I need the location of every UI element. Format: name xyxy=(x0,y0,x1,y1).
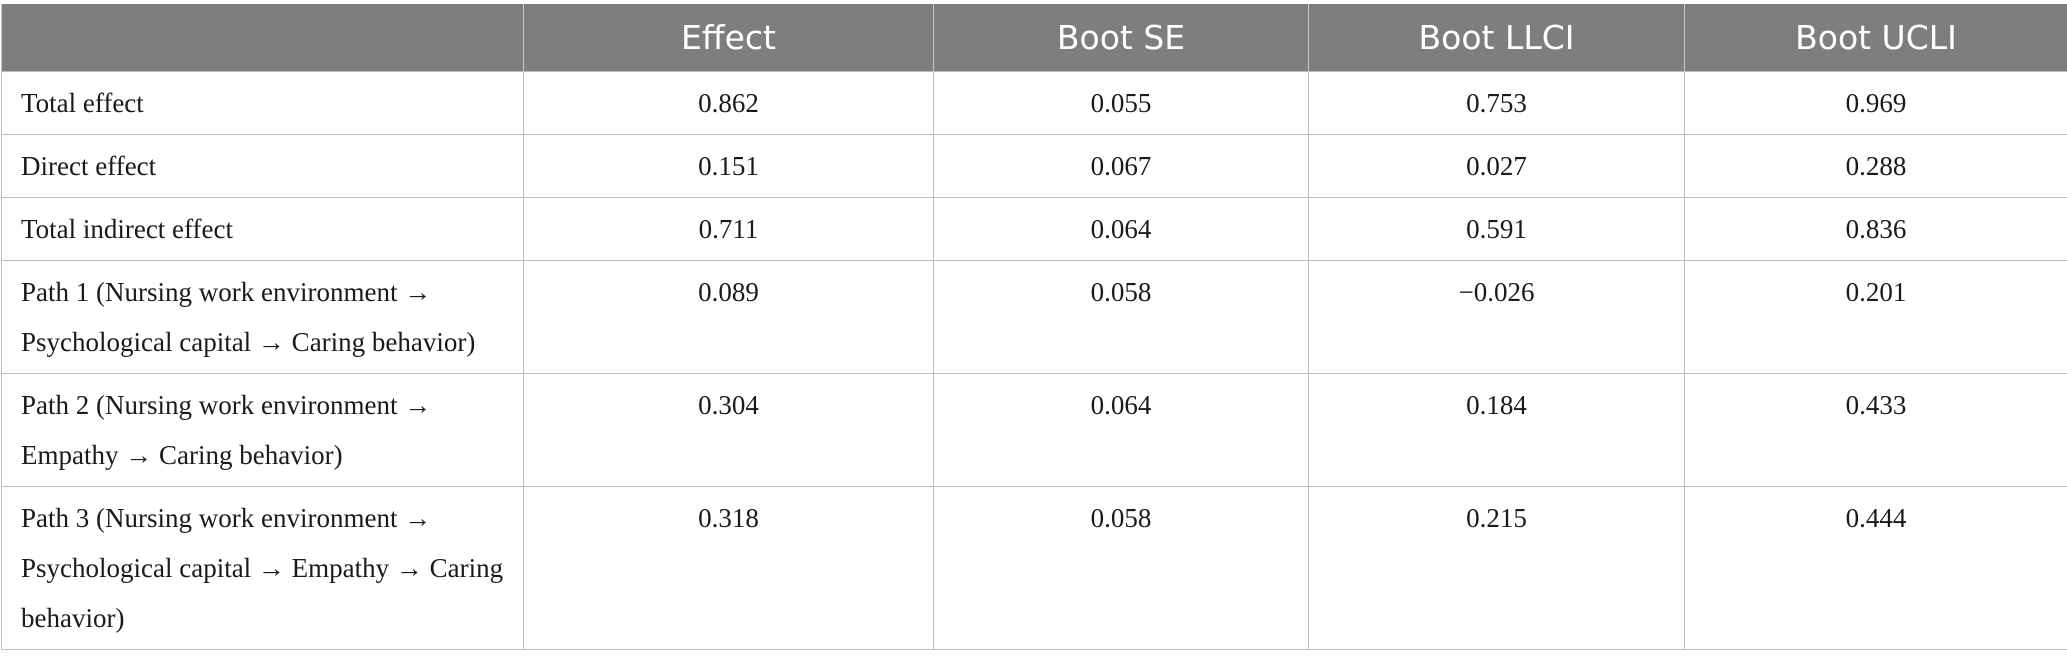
cell-boot-llci: 0.184 xyxy=(1308,373,1685,487)
cell-effect: 0.711 xyxy=(523,197,934,261)
row-label: Total indirect effect xyxy=(1,197,524,261)
cell-boot-se: 0.058 xyxy=(933,260,1309,374)
table-row: Total indirect effect 0.711 0.064 0.591 … xyxy=(1,197,2067,261)
row-label: Total effect xyxy=(1,71,524,135)
cell-boot-ucli: 0.444 xyxy=(1684,486,2067,650)
row-label: Path 1 (Nursing work environment → Psych… xyxy=(1,260,524,374)
row-label: Path 2 (Nursing work environment → Empat… xyxy=(1,373,524,487)
cell-boot-llci: 0.027 xyxy=(1308,134,1685,198)
header-effect: Effect xyxy=(523,4,934,72)
cell-effect: 0.862 xyxy=(523,71,934,135)
cell-boot-ucli: 0.288 xyxy=(1684,134,2067,198)
table-header-row: Effect Boot SE Boot LLCI Boot UCLI xyxy=(1,4,2067,72)
cell-boot-ucli: 0.836 xyxy=(1684,197,2067,261)
header-boot-se: Boot SE xyxy=(933,4,1309,72)
cell-boot-llci: 0.215 xyxy=(1308,486,1685,650)
table-row: Direct effect 0.151 0.067 0.027 0.288 xyxy=(1,134,2067,198)
cell-boot-llci: 0.591 xyxy=(1308,197,1685,261)
cell-boot-se: 0.064 xyxy=(933,197,1309,261)
header-boot-ucli: Boot UCLI xyxy=(1684,4,2067,72)
cell-boot-se: 0.064 xyxy=(933,373,1309,487)
header-boot-llci: Boot LLCI xyxy=(1308,4,1685,72)
header-blank xyxy=(1,4,524,72)
mediation-effects-table: Effect Boot SE Boot LLCI Boot UCLI Total… xyxy=(1,4,2067,650)
cell-boot-se: 0.067 xyxy=(933,134,1309,198)
cell-boot-se: 0.058 xyxy=(933,486,1309,650)
cell-effect: 0.089 xyxy=(523,260,934,374)
table-row: Total effect 0.862 0.055 0.753 0.969 xyxy=(1,71,2067,135)
cell-boot-ucli: 0.433 xyxy=(1684,373,2067,487)
cell-boot-llci: −0.026 xyxy=(1308,260,1685,374)
cell-boot-ucli: 0.201 xyxy=(1684,260,2067,374)
cell-boot-se: 0.055 xyxy=(933,71,1309,135)
cell-effect: 0.151 xyxy=(523,134,934,198)
row-label: Path 3 (Nursing work environment → Psych… xyxy=(1,486,524,650)
table-row: Path 1 (Nursing work environment → Psych… xyxy=(1,260,2067,374)
cell-boot-ucli: 0.969 xyxy=(1684,71,2067,135)
cell-effect: 0.318 xyxy=(523,486,934,650)
cell-boot-llci: 0.753 xyxy=(1308,71,1685,135)
row-label: Direct effect xyxy=(1,134,524,198)
table-row: Path 3 (Nursing work environment → Psych… xyxy=(1,486,2067,650)
cell-effect: 0.304 xyxy=(523,373,934,487)
table-row: Path 2 (Nursing work environment → Empat… xyxy=(1,373,2067,487)
results-table-container: Effect Boot SE Boot LLCI Boot UCLI Total… xyxy=(0,4,2067,650)
